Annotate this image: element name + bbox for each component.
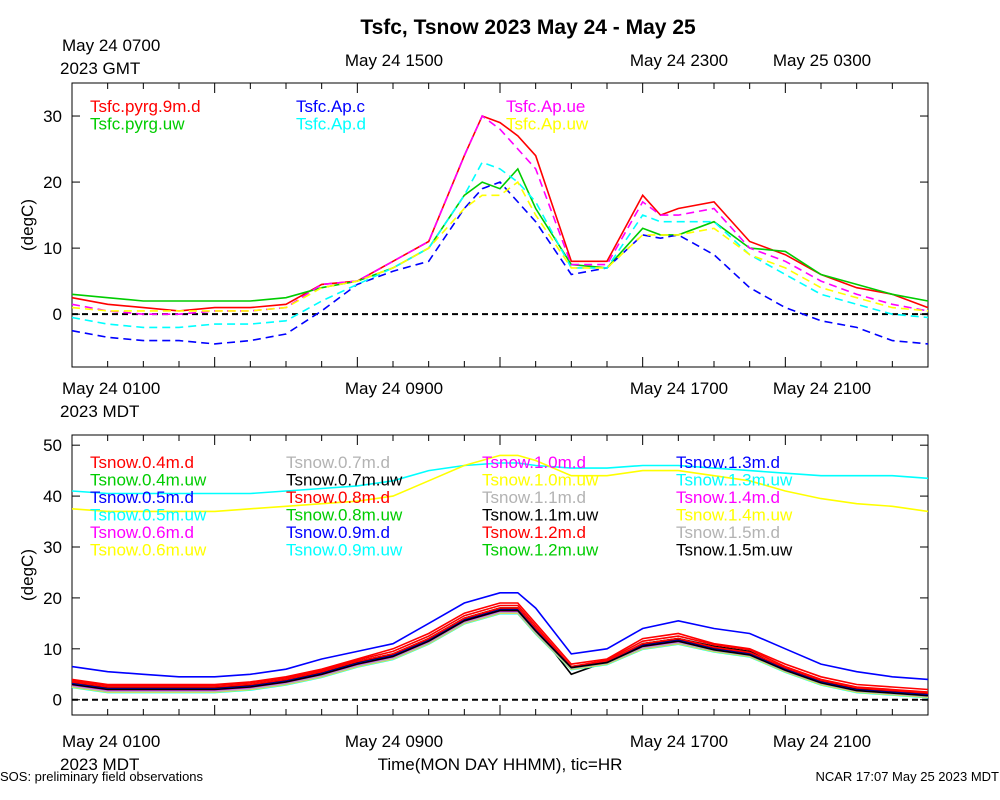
series-Tsnow.0.7m.d [71,610,929,697]
legend-entry: Tsnow.0.8m.uw [286,506,403,525]
series-Tsnow.0.6m.uw [71,454,929,513]
tsnow-y-tick-label: 20 [43,589,62,608]
legend-entry: Tsnow.0.5m.uw [90,506,207,525]
panel2-first-tick-line1: May 24 0100 [62,732,160,751]
tsnow-series-group [71,454,929,699]
legend-entry: Tsfc.Ap.c [296,97,365,116]
series-Tsnow.0.5m.d [71,591,929,681]
series-Tsnow.0.7m.uw [71,607,929,696]
legend-entry: Tsnow.0.9m.uw [286,541,403,560]
tsfc-plot-frame [71,82,929,368]
series-Tsnow.1.5m.d [71,611,929,698]
legend-entry: Tsnow.1.2m.d [482,523,586,542]
tsnow-y-tick-label: 10 [43,640,62,659]
tsnow-y-tick-label: 40 [43,487,62,506]
series-Tsnow.0.9m.d [71,608,929,696]
legend-entry: Tsnow.0.7m.d [286,453,390,472]
tsfc-y-tick-label: 20 [43,173,62,192]
tsfc-y-tick-label: 10 [43,239,62,258]
legend-entry: Tsnow.1.2m.uw [482,541,599,560]
legend-entry: Tsnow.0.5m.d [90,488,194,507]
legend-entry: Tsnow.0.4m.d [90,453,194,472]
legend-entry: Tsnow.1.4m.uw [676,506,793,525]
top-axis-first-tick-line1: May 24 0700 [62,36,160,55]
panel2-tick-label: May 24 2100 [773,732,871,751]
legend-entry: Tsnow.1.3m.d [676,453,780,472]
footer-timestamp: NCAR 17:07 May 25 2023 MDT [815,769,999,784]
tsfc-axis-ticks: 0 10 20 30 [43,83,929,367]
top-axis-tick-label: May 25 0300 [773,51,871,70]
legend-entry: Tsnow.1.3m.uw [676,471,793,490]
tsfc-panel: 0 10 20 30 (degC) Tsfc.pyrg.9m.dTsfc.pyrg.u… [18,82,929,368]
legend-entry: Tsnow.1.0m.d [482,453,586,472]
legend-entry: Tsnow.1.1m.uw [482,506,599,525]
panel2-first-tick-line2: 2023 MDT [60,755,139,774]
panel1-tick-label: May 24 0900 [345,379,443,398]
series-Tsnow.1.2m.d [71,607,929,694]
legend-entry: Tsfc.Ap.d [296,115,366,134]
series-Tsfc.pyrg.uw [71,167,929,302]
legend-entry: Tsnow.1.5m.uw [676,541,793,560]
tsnow-y-tick-label: 50 [43,436,62,455]
panel1-tick-label: May 24 1700 [630,379,728,398]
series-Tsfc.Ap.d [71,161,929,329]
top-axis-tick-label: May 24 1500 [345,51,443,70]
tsfc-y-tick-label: 30 [43,107,62,126]
legend-entry: Tsnow.1.4m.d [676,488,780,507]
top-axis-first-tick-line2: 2023 GMT [60,59,140,78]
legend-entry: Tsfc.pyrg.9m.d [90,97,201,116]
tsnow-y-tick-label: 0 [53,691,62,710]
legend-entry: Tsnow.0.9m.d [286,523,390,542]
series-Tsnow.0.5m.uw [71,462,929,495]
series-Tsnow.0.8m.uw [71,609,929,697]
series-Tsnow.1.5m.uw [71,609,929,697]
series-Tsfc.pyrg.9m.d [71,114,929,312]
series-Tsfc.Ap.ue [71,114,929,316]
legend-entry: Tsnow.1.0m.uw [482,471,599,490]
panel2-tick-label: May 24 1700 [630,732,728,751]
panel1-first-tick-line2: 2023 MDT [60,402,139,421]
series-Tsnow.1.1m.uw [71,608,929,695]
tsnow-panel: 0 10 20 30 40 50 (degC) Tsnow.0.4m.dTsnow.0.4… [18,434,929,716]
legend-entry: Tsfc.Ap.ue [506,97,585,116]
tsfc-legend: Tsfc.pyrg.9m.dTsfc.pyrg.uwTsfc.Ap.cTsfc.… [90,97,589,134]
tsnow-ylabel: (degC) [18,549,37,601]
series-Tsnow.0.8m.d [71,604,929,693]
panel1-first-tick-line1: May 24 0100 [62,379,160,398]
tsfc-y-tick-label: 0 [53,305,62,324]
legend-entry: Tsfc.Ap.uw [506,115,589,134]
series-Tsnow.1.0m.d [71,609,929,697]
panel2-tick-label: May 24 0900 [345,732,443,751]
chart-title: Tsfc, Tsnow 2023 May 24 - May 25 [360,16,696,39]
legend-entry: Tsnow.1.5m.d [676,523,780,542]
tsnow-legend: Tsnow.0.4m.dTsnow.0.4m.uwTsnow.0.5m.dTsn… [90,453,793,560]
legend-entry: Tsnow.0.6m.uw [90,541,207,560]
footer-source: SOS: preliminary field observations [0,769,204,784]
legend-entry: Tsnow.0.7m.uw [286,471,403,490]
series-Tsfc.Ap.uw [71,180,929,312]
top-axis-tick-label: May 24 2300 [630,51,728,70]
series-Tsnow.0.4m.uw [71,607,929,696]
panel1-tick-label: May 24 2100 [773,379,871,398]
tsnow-axis-ticks: 0 10 20 30 40 50 [43,435,929,715]
legend-entry: Tsnow.0.6m.d [90,523,194,542]
series-Tsnow.1.1m.d [71,610,929,697]
legend-entry: Tsfc.pyrg.uw [90,115,185,134]
series-Tsnow.0.4m.d [71,602,929,691]
x-axis-label: Time(MON DAY HHMM), tic=HR [378,755,623,774]
tsfc-ylabel: (degC) [18,199,37,251]
legend-entry: Tsnow.0.4m.uw [90,471,207,490]
tsfc-series-group [71,114,929,345]
tsnow-y-tick-label: 30 [43,538,62,557]
series-Tsnow.1.3m.d [71,609,929,696]
legend-entry: Tsnow.0.8m.d [286,488,390,507]
series-Tsfc.Ap.c [71,181,929,345]
series-Tsnow.1.4m.d [71,610,929,697]
legend-entry: Tsnow.1.1m.d [482,488,586,507]
